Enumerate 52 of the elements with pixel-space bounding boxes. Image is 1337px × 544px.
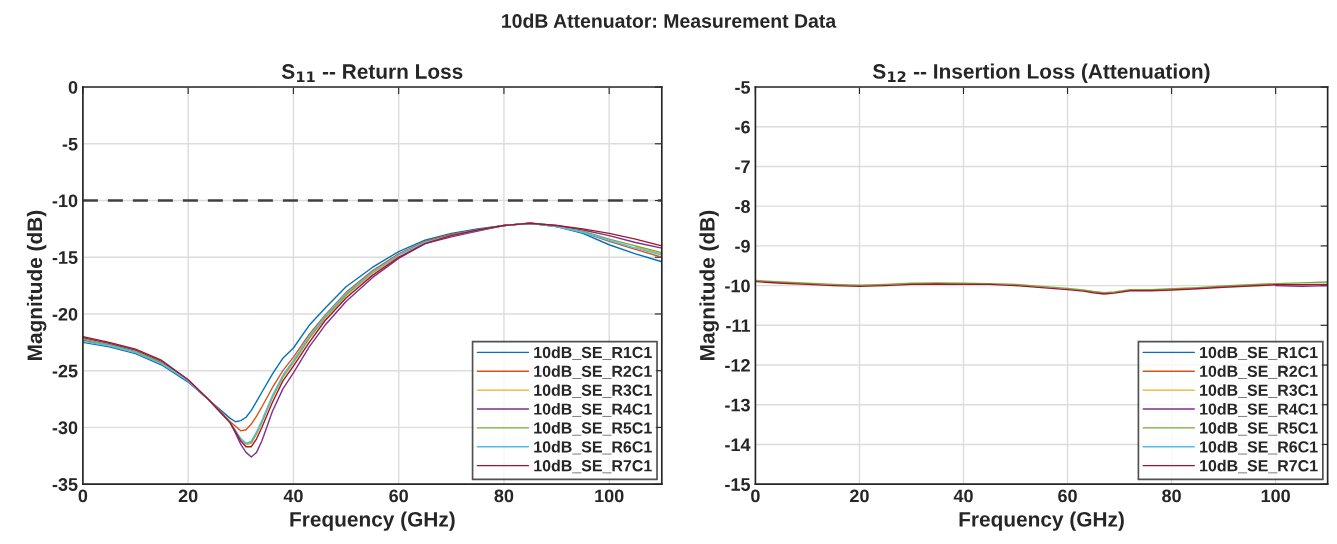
y-tick-label: -11 [726, 319, 751, 332]
legend-label: 10dB_SE_R1C1 [534, 346, 652, 360]
x-tick-label: 20 [850, 489, 869, 503]
legend-label: 10dB_SE_R7C1 [534, 459, 652, 474]
text: 10dB Attenuator: Measurement Data [502, 13, 837, 28]
y-tick-label: -5 [62, 137, 78, 151]
legend-label: 10dB_SE_R7C1 [1200, 459, 1318, 474]
legend-label: 10dB_SE_R2C1 [534, 365, 652, 379]
y-tick-label: -8 [735, 200, 750, 213]
y-tick-label: -10 [52, 194, 78, 208]
x-tick-label: 80 [1162, 489, 1181, 503]
x-tick-label: 60 [1058, 489, 1077, 503]
x-tick-label: 60 [389, 489, 408, 503]
y-tick-label: -20 [52, 307, 78, 321]
chart-title: S$_{11}$ -- Return Loss [281, 64, 463, 83]
y-tick-label: -10 [725, 279, 750, 293]
legend-label: 10dB_SE_R3C1 [534, 384, 652, 398]
x-tick-label: 100 [1261, 489, 1290, 503]
y-tick-label: -35 [52, 478, 78, 491]
y-tick-label: -15 [52, 251, 78, 264]
y-axis-title: Magnitude (dB) [26, 210, 47, 360]
legend-label: 10dB_SE_R5C1 [534, 421, 652, 436]
y-tick-label: -9 [735, 239, 750, 253]
y-tick-label: -7 [735, 160, 750, 174]
legend-label: 10dB_SE_R3C1 [1200, 384, 1318, 398]
y-tick-label: -6 [735, 120, 750, 134]
legend-label: 10dB_SE_R4C1 [534, 403, 652, 417]
legend-label: 10dB_SE_R2C1 [1200, 365, 1318, 379]
y-tick-label: -30 [52, 421, 78, 435]
x-axis-title: Frequency (GHz) [959, 511, 1124, 531]
y-tick-label: -5 [735, 81, 751, 94]
legend-label: 10dB_SE_R6C1 [534, 440, 652, 455]
x-axis-title: Frequency (GHz) [290, 511, 455, 531]
y-tick-label: -14 [725, 438, 751, 451]
chart-title: S$_{12}$ -- Insertion Loss (Attenuation) [872, 63, 1210, 83]
y-tick-label: -15 [725, 478, 751, 491]
x-tick-label: 0 [751, 489, 760, 503]
y-tick-label: -25 [52, 364, 78, 378]
legend-label: 10dB_SE_R5C1 [1200, 421, 1318, 436]
x-tick-label: 40 [283, 489, 303, 503]
legend-label: 10dB_SE_R1C1 [1200, 346, 1318, 360]
y-tick-label: -12 [725, 358, 750, 372]
x-tick-label: 40 [953, 489, 973, 503]
legend-label: 10dB_SE_R6C1 [1200, 440, 1318, 455]
y-tick-label: -13 [725, 398, 750, 412]
x-tick-label: 0 [78, 489, 88, 503]
y-axis-title: Magnitude (dB) [699, 210, 719, 360]
y-tick-label: 0 [68, 80, 78, 94]
x-tick-label: 80 [494, 489, 514, 503]
legend-label: 10dB_SE_R4C1 [1200, 403, 1318, 417]
x-tick-label: 100 [595, 489, 624, 503]
x-tick-label: 20 [178, 489, 198, 503]
